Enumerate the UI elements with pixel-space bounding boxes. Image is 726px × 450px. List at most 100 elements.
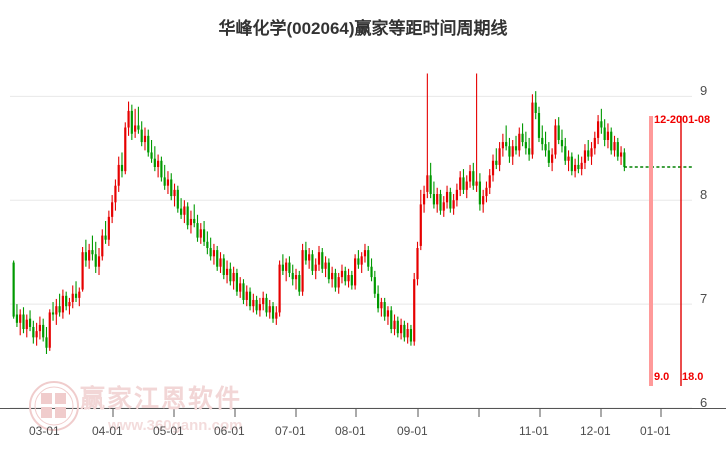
candle-body [15,314,19,323]
candle-body [482,196,485,205]
x-axis-label: 12-01 [580,424,611,438]
candle-body [616,142,619,157]
candle-body [406,329,409,338]
x-axis-label: 07-01 [275,424,306,438]
candle-body [183,206,186,215]
candle-body [258,304,261,311]
candle-body [596,121,600,138]
candle-body [196,223,199,238]
candle-body [262,297,265,305]
candle-body [209,248,212,257]
candle-body [235,272,239,292]
candle-body [331,272,334,280]
candle-body [68,302,71,307]
x-axis-label: 08-01 [335,424,366,438]
y-axis-label: 8 [700,187,708,203]
candle-body [314,264,317,271]
candle-body [347,275,350,282]
candle-body [281,264,284,271]
candle-body [501,142,504,149]
candle-body [216,250,219,267]
candle-body [380,302,383,309]
gridlines [10,95,692,409]
candle-body [570,156,573,172]
candle-body [232,272,235,282]
candle-body [478,181,481,205]
candle-body [298,275,301,292]
candle-body [84,252,87,261]
candle-body [554,125,557,155]
page-title: 华峰化学(002064)赢家等距时间周期线 [218,19,508,38]
candle-body [301,250,304,292]
candle-body [88,250,91,261]
candle-body [111,202,114,217]
candle-body [468,171,472,182]
candle-body [623,152,626,167]
candle-body [186,206,189,226]
candle-body [344,270,347,282]
candle-body [350,275,353,286]
candle-body [524,142,527,149]
candle-body [45,337,48,348]
candle-body [357,258,360,265]
candle-body [459,177,462,190]
candle-body [495,160,498,165]
candle-body [140,129,143,143]
candle-body [137,125,140,130]
candle-body [160,160,163,178]
candle-body [360,256,363,265]
x-axis-label: 11-01 [519,424,549,438]
candle-body [518,133,521,151]
candle-body [534,102,537,113]
axis-lines [0,408,726,417]
candle-body [212,250,216,257]
candle-body [393,320,396,330]
candle-body [511,146,514,157]
candle-body [25,319,28,330]
candle-body [422,194,426,205]
candle-body [354,258,357,286]
candle-body [547,150,550,163]
x-axis-label: 06-01 [214,424,245,438]
candle-body [432,194,436,205]
candle-body [61,295,64,313]
candle-body [91,250,94,255]
candle-body [242,283,245,300]
candle-body [324,262,327,269]
candle-body [419,204,422,246]
candle-body [521,133,524,143]
candle-body [436,194,439,205]
candle-body [124,127,127,172]
candle-body [455,189,458,201]
candle-body [491,160,495,176]
candle-body [101,235,104,257]
candle-body [308,254,311,261]
candle-body [390,310,393,330]
candle-body [127,110,130,128]
candle-body [505,142,508,147]
candle-body [613,142,616,151]
candle-body [327,262,330,280]
candle-body [475,181,478,186]
candle-body [193,218,196,224]
candle-body [567,156,570,161]
candle-body [157,160,160,167]
x-axis-label: 01-01 [640,424,671,438]
marker-value-label-2: 18.0 [682,371,704,383]
candle-body [170,179,173,197]
candle-body [28,318,32,327]
candle-body [583,150,587,163]
candle-body [472,171,475,186]
candle-body [176,189,179,209]
candle-body [606,131,610,140]
candle-body [255,299,258,311]
candle-body [265,297,268,313]
y-axis-label: 6 [700,395,708,410]
candle-body [603,127,606,140]
candle-body [442,202,445,211]
candle-body [65,295,68,307]
candle-body [134,125,137,132]
y-axis-label: 7 [700,291,708,307]
